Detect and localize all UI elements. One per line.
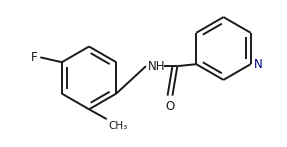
Text: NH: NH — [148, 60, 165, 73]
Text: N: N — [254, 58, 262, 71]
Text: CH₃: CH₃ — [109, 121, 128, 131]
Text: F: F — [31, 51, 37, 64]
Text: O: O — [166, 101, 175, 113]
